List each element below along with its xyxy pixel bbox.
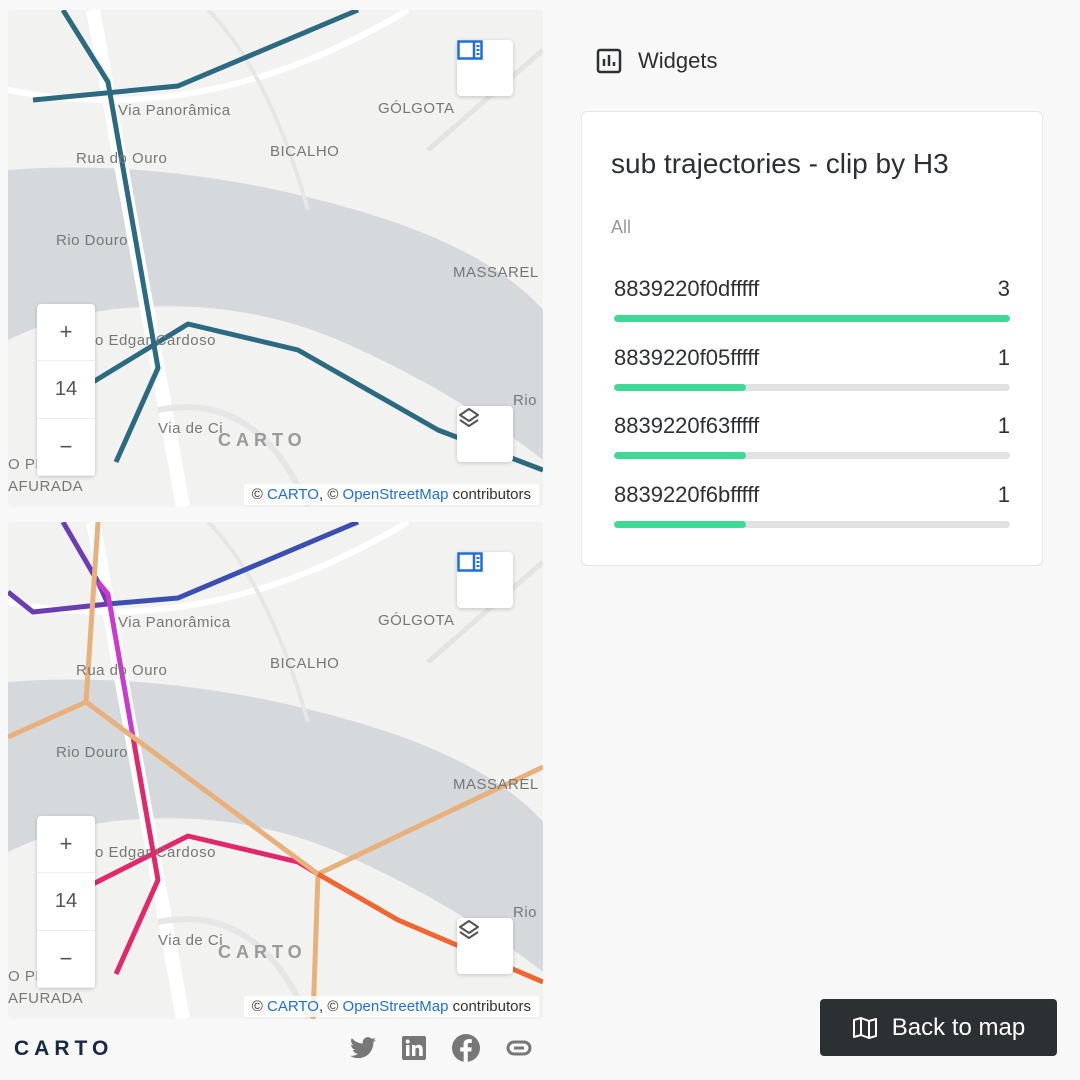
category-item[interactable]: 8839220f6bfffff 1 xyxy=(614,482,1010,528)
attr-suffix: contributors xyxy=(448,486,531,503)
carto-link[interactable]: CARTO xyxy=(267,486,319,503)
carto-logo[interactable]: CARTO xyxy=(14,1037,114,1060)
map-label: O PE xyxy=(8,456,46,473)
category-bar xyxy=(614,452,1010,459)
zoom-control: +14− xyxy=(37,304,95,476)
basemap xyxy=(8,522,543,1019)
trajectory-line xyxy=(32,10,359,103)
map-view-2[interactable]: GÓLGOTA BICALHO Rua do Ouro Rio Douro MASSAR… xyxy=(8,522,543,1019)
attr-mid: , © xyxy=(318,486,343,503)
layers-button[interactable] xyxy=(457,406,513,462)
category-value: 1 xyxy=(997,413,1010,438)
category-label: 8839220f6bfffff xyxy=(614,481,760,507)
widget-title: sub trajectories - clip by H3 xyxy=(611,148,949,179)
category-label: 8839220f0dfffff xyxy=(614,276,760,301)
category-bar-fill xyxy=(614,315,1010,322)
map-label: heiro Edgar Cardoso xyxy=(68,332,216,349)
map-label: GÓLGOTA xyxy=(378,100,455,117)
map-label: heiro Edgar Cardoso xyxy=(68,844,216,861)
attr-prefix: © xyxy=(251,486,268,503)
map-attribution: © CARTO, © OpenStreetMap contributors xyxy=(243,996,539,1017)
social-links xyxy=(350,1034,532,1062)
category-item[interactable]: 8839220f63fffff 1 xyxy=(614,413,1010,459)
category-bar-fill xyxy=(614,383,746,391)
widgets-title: Widgets xyxy=(638,48,718,73)
trajectory-line xyxy=(60,10,161,464)
map-label: Rua do Ouro xyxy=(76,662,168,679)
category-bar-fill xyxy=(614,520,746,528)
legend-panel-icon xyxy=(457,552,483,572)
linkedin-icon[interactable] xyxy=(402,1036,426,1060)
widgets-header: Widgets xyxy=(596,48,717,74)
category-label: 8839220f63fffff xyxy=(614,413,760,438)
layers-button[interactable] xyxy=(457,918,513,974)
category-item[interactable]: 8839220f0dfffff 3 xyxy=(614,276,1010,322)
carto-watermark: CARTO xyxy=(218,942,307,962)
category-bar xyxy=(614,315,1010,322)
layers-icon xyxy=(459,920,479,939)
facebook-icon[interactable] xyxy=(452,1034,480,1062)
map-attribution: © CARTO, © OpenStreetMap contributors xyxy=(243,484,539,505)
osm-link[interactable]: OpenStreetMap xyxy=(342,486,449,503)
legend-toggle-button[interactable] xyxy=(457,40,513,96)
map-label: Rio xyxy=(513,392,538,409)
osm-link[interactable]: OpenStreetMap xyxy=(342,998,449,1015)
attr-prefix: © xyxy=(251,998,268,1015)
category-value: 3 xyxy=(997,276,1010,301)
back-to-map-button[interactable]: Back to map xyxy=(820,999,1057,1056)
attr-suffix: contributors xyxy=(448,998,531,1015)
map-label: Via Panorâmica xyxy=(118,614,231,631)
map-label: MASSAREL xyxy=(453,264,539,281)
zoom-in-button[interactable]: + xyxy=(37,304,95,362)
map-label: Via de Ci xyxy=(158,420,224,437)
layers-icon xyxy=(459,408,479,427)
zoom-out-button[interactable]: − xyxy=(37,419,95,476)
map-icon xyxy=(852,1016,877,1039)
map-view-1[interactable]: GÓLGOTA BICALHO Rua do Ouro Rio Douro MASSAR… xyxy=(8,10,543,507)
category-label: 8839220f05fffff xyxy=(614,344,760,370)
basemap xyxy=(8,10,543,507)
zoom-level: 14 xyxy=(37,873,95,931)
category-bar xyxy=(614,383,1010,391)
trajectory-line xyxy=(8,522,543,1019)
map-label: MASSAREL xyxy=(453,776,539,793)
trajectory-line xyxy=(107,522,359,607)
zoom-out-button[interactable]: − xyxy=(37,931,95,988)
carto-watermark: CARTO xyxy=(218,430,307,450)
zoom-level: 14 xyxy=(37,361,95,419)
legend-panel-icon xyxy=(457,40,483,60)
category-value: 1 xyxy=(997,481,1010,507)
map-label: AFURADA xyxy=(8,478,84,495)
legend-toggle-button[interactable] xyxy=(457,552,513,608)
map-label: BICALHO xyxy=(270,143,340,160)
zoom-control: +14− xyxy=(37,816,95,988)
map-label: GÓLGOTA xyxy=(378,612,455,629)
category-item[interactable]: 8839220f05fffff 1 xyxy=(614,345,1010,391)
category-bar xyxy=(614,520,1010,528)
map-label: Rio Douro xyxy=(56,232,129,249)
map-label: Rio Douro xyxy=(56,744,129,761)
bar-chart-icon xyxy=(596,48,622,74)
category-value: 1 xyxy=(997,344,1010,370)
map-label: Rua do Ouro xyxy=(76,150,168,167)
map-label: Via Panorâmica xyxy=(118,102,231,119)
twitter-icon[interactable] xyxy=(350,1037,376,1059)
map-label: O PE xyxy=(8,968,46,985)
carto-link[interactable]: CARTO xyxy=(267,998,319,1015)
map-label: Via de Ci xyxy=(158,932,224,949)
attr-mid: , © xyxy=(318,998,343,1015)
map-label: AFURADA xyxy=(8,990,84,1007)
category-bar-fill xyxy=(614,452,746,459)
filter-all[interactable]: All xyxy=(611,217,632,237)
link-icon[interactable] xyxy=(506,1040,532,1056)
map-label: BICALHO xyxy=(270,655,340,672)
zoom-in-button[interactable]: + xyxy=(37,816,95,874)
trajectory-line xyxy=(96,580,136,738)
back-to-map-label: Back to map xyxy=(891,1013,1026,1041)
map-label: Rio xyxy=(513,904,538,921)
category-widget: sub trajectories - clip by H3 All 883922… xyxy=(581,111,1043,566)
